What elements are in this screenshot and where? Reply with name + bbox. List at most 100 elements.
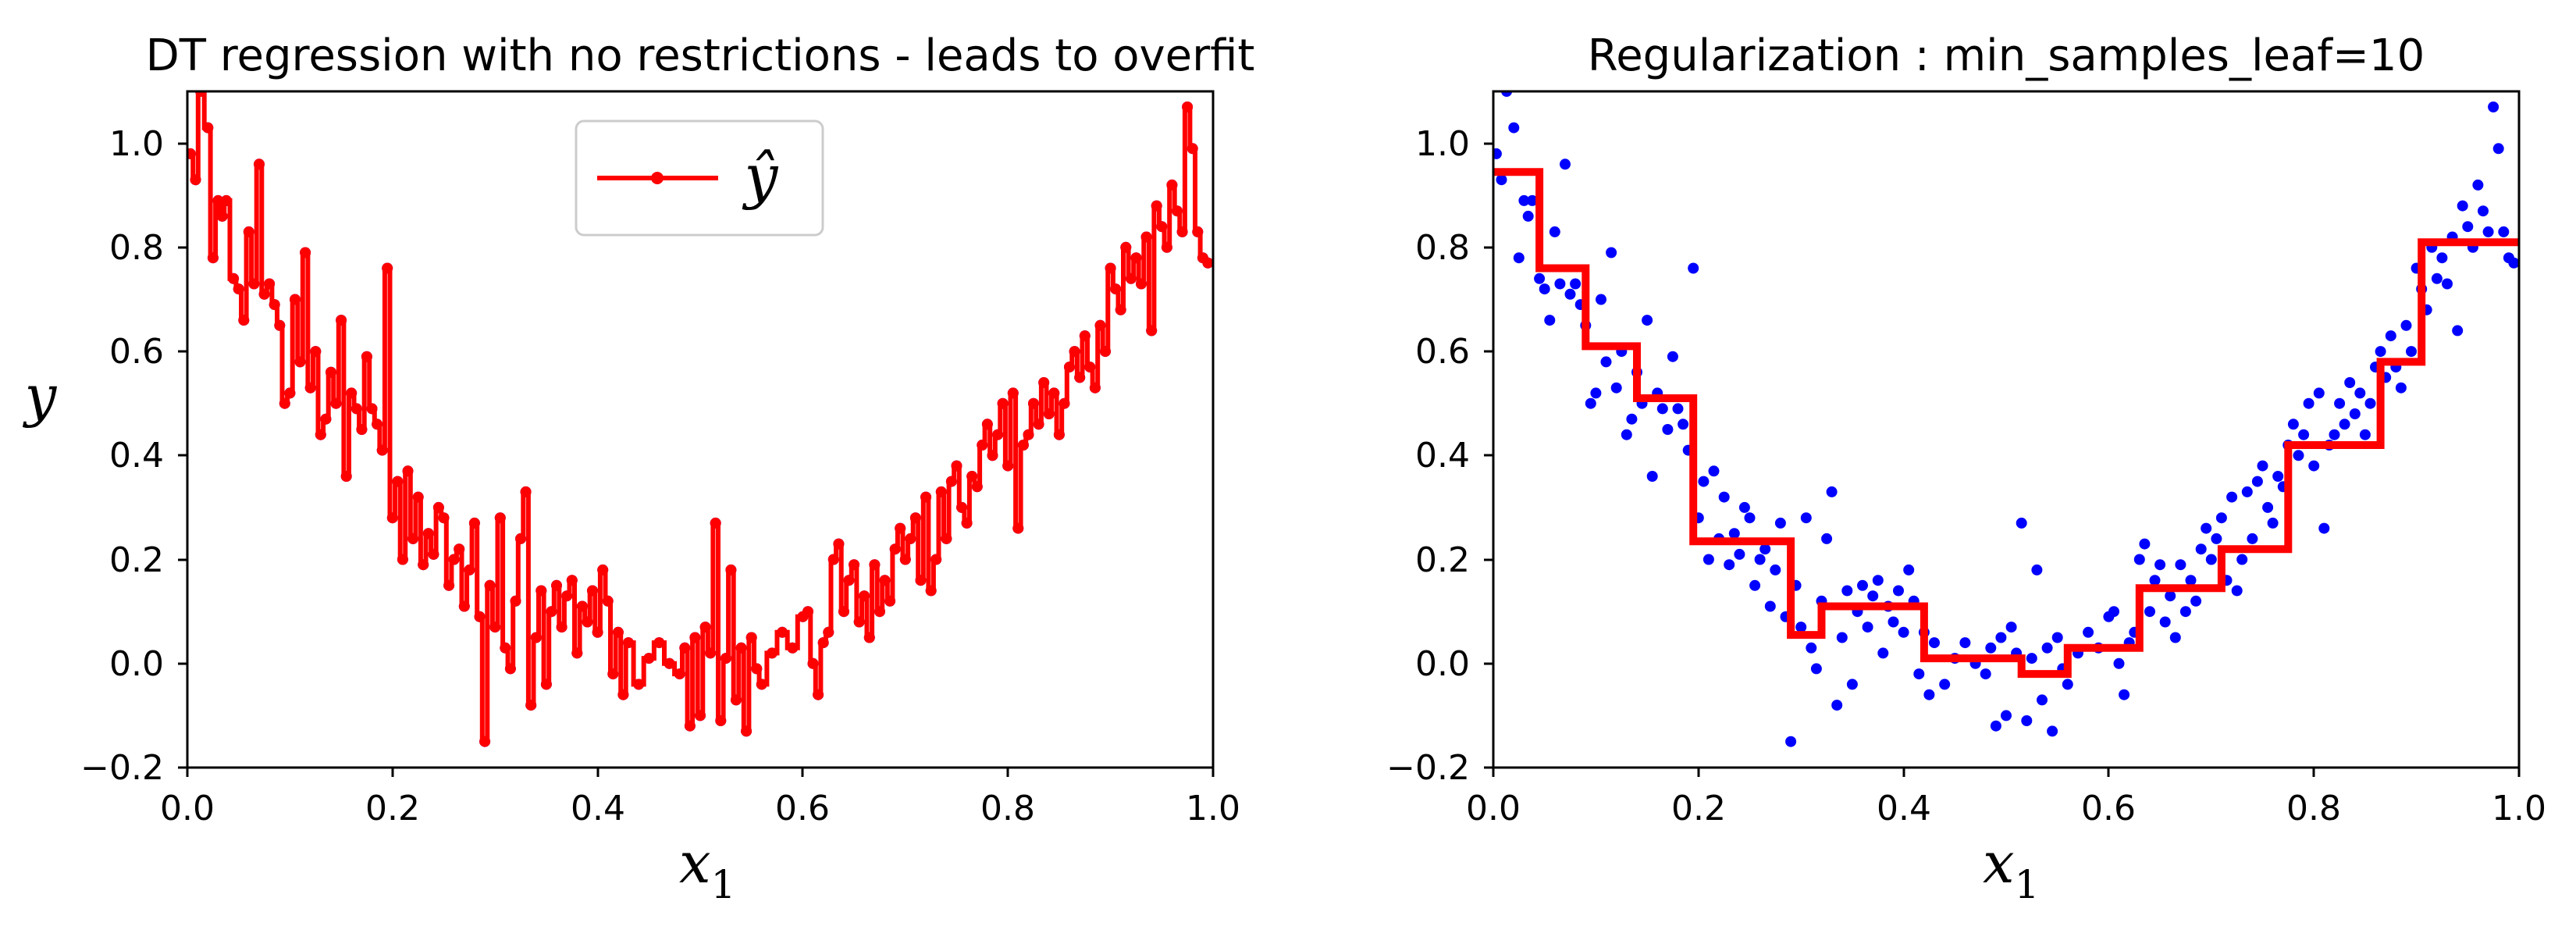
prediction-marker [823, 626, 834, 638]
prediction-marker [340, 471, 352, 482]
prediction-marker [372, 419, 383, 430]
y-tick-label: 0.6 [109, 332, 164, 372]
prediction-marker [1176, 226, 1188, 237]
data-point [2001, 710, 2012, 721]
data-point [2041, 642, 2053, 654]
prediction-marker [849, 559, 860, 571]
prediction-marker [1120, 241, 1132, 253]
prediction-marker [190, 174, 201, 186]
data-point [2349, 408, 2361, 419]
data-point [1836, 632, 1848, 643]
chart-left-ylabel: y [23, 363, 58, 429]
prediction-marker [597, 564, 609, 575]
data-point [2211, 533, 2222, 544]
prediction-marker [756, 679, 767, 690]
prediction-marker [530, 632, 542, 643]
prediction-marker [195, 91, 207, 97]
prediction-marker [664, 657, 675, 669]
prediction-marker [1012, 522, 1024, 534]
data-point [2354, 387, 2366, 399]
data-point [1585, 397, 1596, 409]
prediction-marker [1064, 362, 1075, 373]
prediction-marker [884, 595, 896, 607]
prediction-marker [909, 512, 921, 524]
data-point [1939, 679, 1951, 690]
prediction-marker [479, 736, 491, 747]
data-point [1841, 585, 1853, 597]
data-point [1606, 247, 1617, 258]
data-point [2472, 179, 2484, 191]
prediction-marker [1089, 382, 1101, 394]
data-point [1513, 252, 1525, 264]
data-point [1929, 637, 1940, 649]
data-point [2344, 377, 2356, 388]
prediction-marker [1125, 273, 1137, 284]
data-point [1610, 382, 1622, 394]
data-point [1990, 720, 2001, 732]
prediction-marker [336, 315, 347, 326]
x-tick-label: 0.6 [2081, 789, 2136, 828]
data-point [1662, 424, 1674, 435]
data-point [2047, 725, 2058, 737]
data-point [1893, 585, 1904, 597]
x-tick-label: 0.4 [571, 789, 625, 828]
prediction-marker [361, 351, 372, 362]
prediction-marker [981, 419, 993, 430]
prediction-marker [941, 533, 952, 544]
data-point [1831, 700, 1843, 711]
prediction-marker [566, 575, 578, 586]
data-point [2236, 554, 2248, 565]
prediction-marker [1187, 143, 1198, 155]
prediction-marker [612, 626, 624, 638]
prediction-marker [454, 543, 465, 555]
prediction-marker [1084, 362, 1096, 373]
prediction-marker [320, 413, 332, 425]
prediction-marker [294, 356, 306, 368]
prediction-marker [767, 647, 777, 659]
data-point [1774, 517, 1786, 529]
prediction-marker [587, 585, 598, 597]
prediction-marker [494, 512, 506, 524]
data-point [2298, 429, 2310, 440]
prediction-marker [1043, 408, 1055, 419]
data-point [2195, 543, 2207, 555]
data-point [1526, 194, 1538, 206]
data-point [1810, 663, 1822, 675]
data-point [2267, 517, 2279, 529]
data-point [1759, 543, 1771, 555]
data-point [1959, 637, 1971, 649]
prediction-marker [997, 397, 1009, 409]
prediction-marker [412, 491, 424, 503]
data-point [1596, 294, 1606, 305]
prediction-marker [920, 491, 932, 503]
data-point [1749, 579, 1761, 591]
data-point [2165, 590, 2176, 602]
prediction-marker [300, 247, 311, 258]
data-point [2113, 657, 2125, 669]
prediction-marker [1053, 429, 1065, 440]
data-point [1667, 351, 1678, 362]
chart-left-prediction [187, 91, 1213, 747]
data-point [2175, 559, 2186, 571]
data-point [1554, 278, 1566, 290]
data-point [2272, 471, 2284, 482]
prediction-marker [1115, 304, 1126, 315]
prediction-marker [551, 579, 562, 591]
chart-left: DT regression with no restrictions - lea… [23, 30, 1255, 907]
data-point [1534, 273, 1546, 284]
prediction-marker [264, 278, 276, 290]
data-point [1898, 626, 1909, 638]
data-point [1672, 403, 1684, 415]
prediction-marker [1146, 325, 1158, 337]
prediction-marker [356, 424, 368, 435]
prediction-marker [895, 522, 906, 534]
prediction-marker [843, 575, 855, 586]
data-point [1913, 668, 1925, 680]
data-point [2185, 575, 2197, 586]
x-tick-label: 0.4 [1877, 789, 1931, 828]
data-point [2395, 382, 2407, 394]
data-point [2226, 491, 2238, 503]
chart-right-xlabel: x1 [1983, 830, 2039, 907]
data-point [1826, 486, 1838, 497]
